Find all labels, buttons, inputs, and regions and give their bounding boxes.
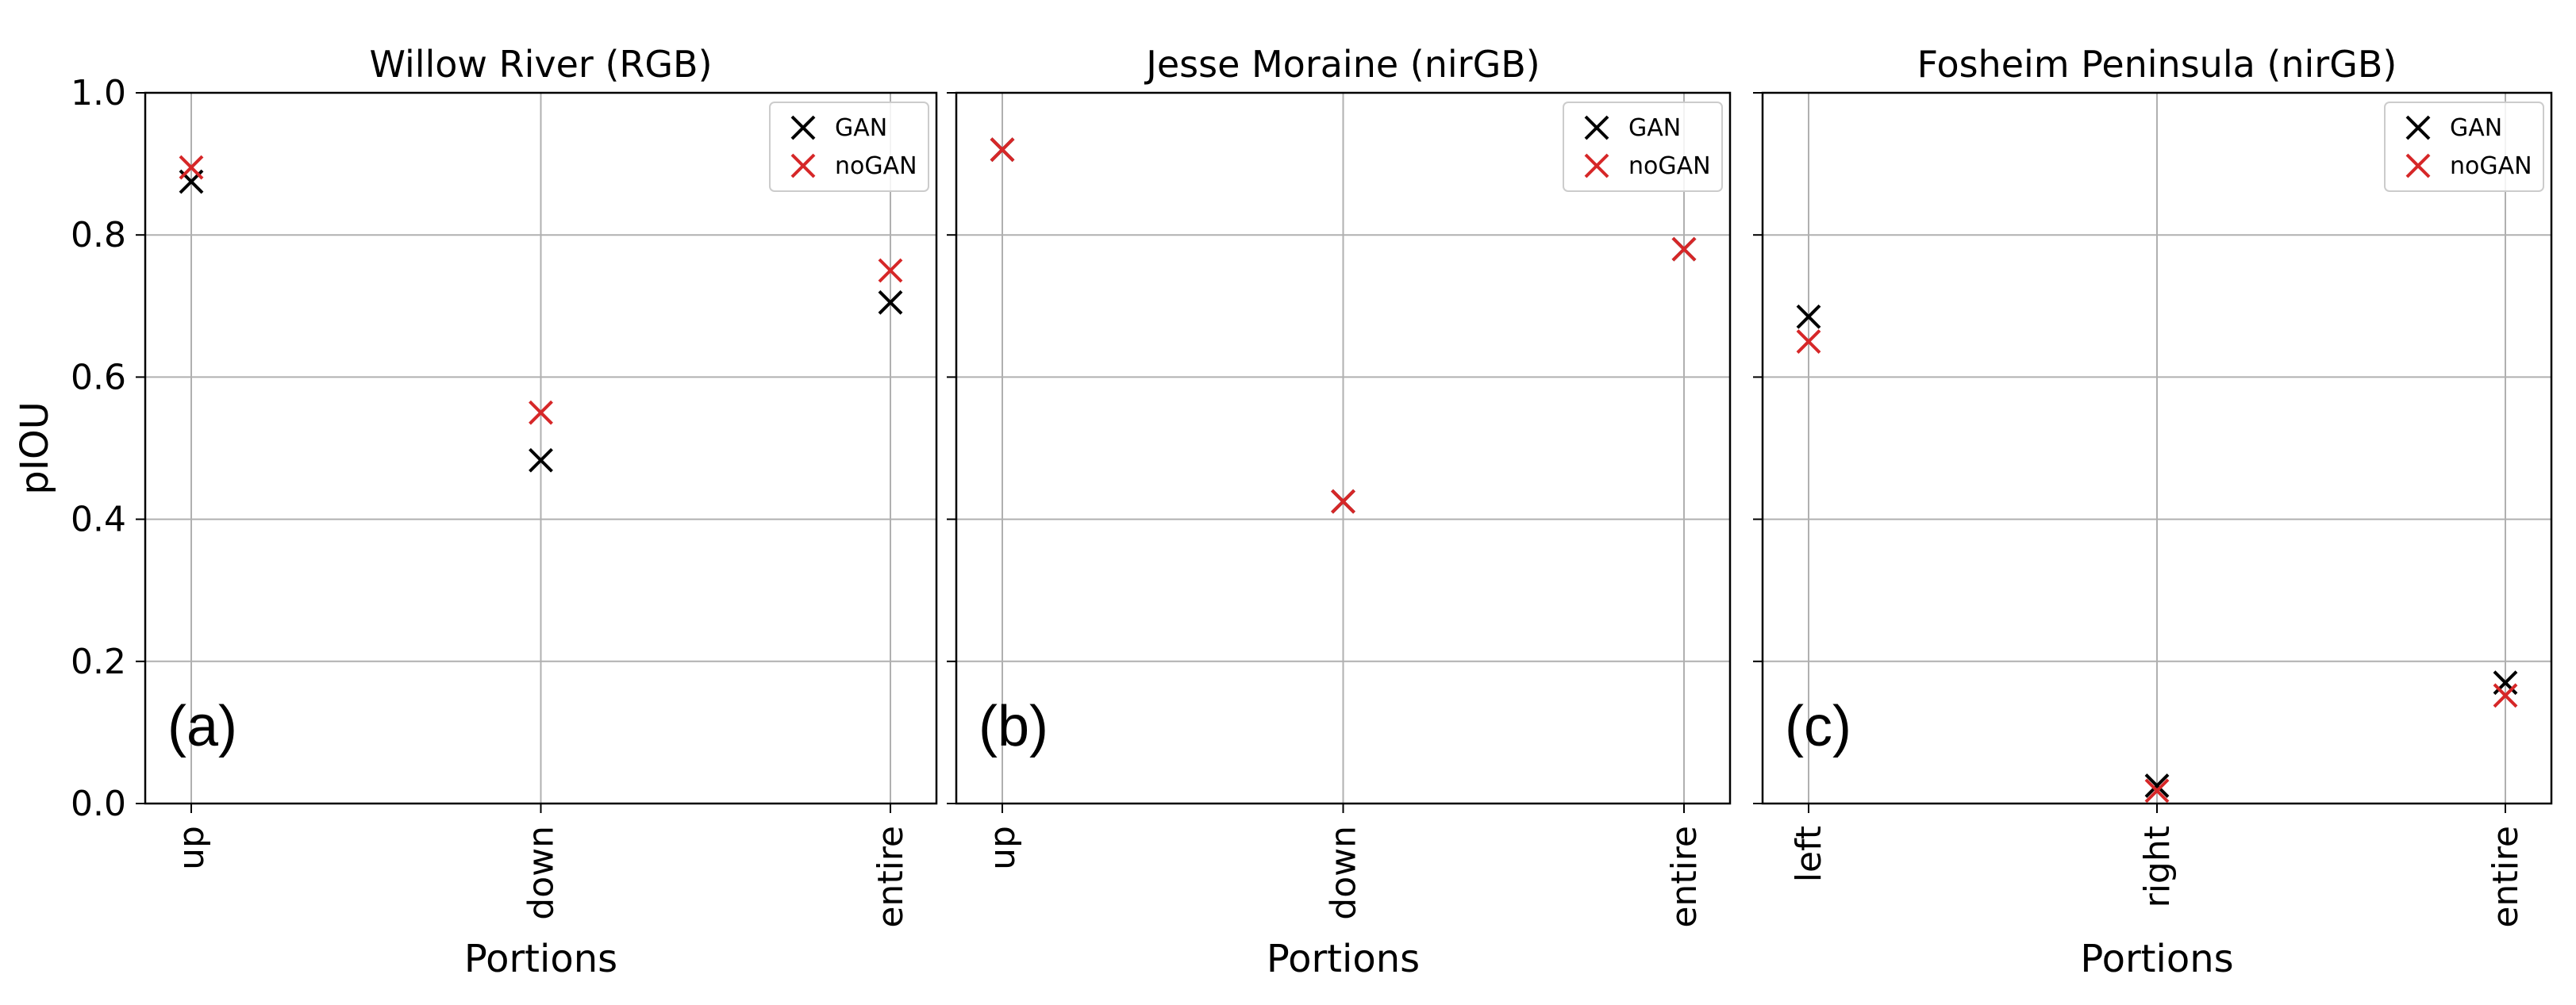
legend-marker-GAN	[790, 115, 816, 140]
legend-marker-noGAN-stroke-2	[2405, 153, 2431, 178]
chart-panel-3: left right entire Fosheim Peninsula (nirGB)…	[1753, 43, 2553, 981]
axes-frame	[955, 91, 1732, 805]
data-point-noGAN	[529, 400, 553, 425]
legend-marker-GAN-stroke-2	[1584, 115, 1609, 140]
panel-title: Jesse Moraine (nirGB)	[1144, 43, 1540, 86]
x-tick-label: down	[1324, 826, 1364, 920]
chart-panel-2: up down entire Jesse Moraine (nirGB) Portion…	[947, 43, 1732, 981]
legend: GAN noGAN	[1563, 102, 1723, 192]
data-point-noGAN	[2493, 683, 2518, 708]
y-tick-label: 0.0	[71, 784, 126, 824]
data-point-noGAN-stroke-2	[990, 137, 1015, 163]
series-noGAN	[990, 137, 1697, 514]
data-point-noGAN-stroke-2	[1671, 236, 1697, 262]
x-tick-label: down	[521, 826, 562, 920]
data-point-noGAN	[990, 137, 1015, 163]
x-tick-label: entire	[871, 826, 911, 928]
legend-label: noGAN	[2450, 152, 2532, 180]
axes-frame	[144, 91, 938, 805]
legend: GAN noGAN	[2384, 102, 2544, 192]
data-point-noGAN-stroke-2	[878, 258, 903, 283]
legend-marker-noGAN-stroke-2	[790, 153, 816, 178]
data-point-noGAN	[1671, 236, 1697, 262]
chart-panel-1: 0.0 0.2 0.4 0.6 0.8 1.0 up down entire Willow Riv…	[13, 43, 938, 981]
data-point-GAN-stroke-2	[529, 447, 553, 473]
panel-tag: (a)	[167, 695, 237, 758]
grid	[956, 93, 1730, 804]
legend-marker-GAN-stroke-2	[2405, 115, 2431, 140]
legend-marker-noGAN-stroke-2	[1584, 153, 1609, 178]
legend-marker-noGAN	[2405, 153, 2431, 178]
data-point-GAN	[1796, 304, 1821, 329]
y-tick-label: 0.8	[71, 215, 126, 255]
x-tick-label: right	[2137, 826, 2178, 907]
legend-box	[1563, 102, 1723, 192]
legend-marker-noGAN	[790, 153, 816, 178]
series-noGAN	[179, 155, 903, 425]
data-point-GAN-stroke-2	[1796, 304, 1821, 329]
legend-label: noGAN	[835, 152, 917, 180]
data-point-noGAN	[1331, 489, 1355, 514]
legend-label: GAN	[1628, 114, 1681, 142]
legend-marker-GAN-stroke-2	[790, 115, 816, 140]
panel-title: Fosheim Peninsula (nirGB)	[1917, 43, 2397, 86]
grid	[1763, 93, 2551, 804]
x-axis-title: Portions	[2080, 937, 2233, 981]
y-tick-label: 1.0	[71, 73, 126, 113]
x-tick-label: up	[171, 826, 212, 870]
legend-marker-GAN	[1584, 115, 1609, 140]
data-point-noGAN	[179, 155, 204, 180]
x-tick-label: up	[982, 826, 1023, 870]
x-tick-label: entire	[2486, 826, 2526, 928]
data-point-noGAN-stroke-2	[1796, 329, 1821, 355]
data-point-noGAN-stroke-2	[529, 400, 553, 425]
grid	[145, 93, 936, 804]
x-tick-label: entire	[1664, 826, 1705, 928]
y-tick-label: 0.4	[71, 500, 126, 540]
x-axis-title: Portions	[464, 937, 617, 981]
y-tick-label: 0.6	[71, 357, 126, 397]
data-point-noGAN-stroke-2	[2493, 683, 2518, 708]
legend-box	[2384, 102, 2544, 192]
data-point-GAN-stroke-2	[2144, 773, 2170, 799]
legend-label: noGAN	[1628, 152, 1711, 180]
data-point-noGAN-stroke-2	[2144, 778, 2170, 804]
legend-marker-GAN	[2405, 115, 2431, 140]
y-axis-title: pIOU	[13, 401, 57, 495]
panel-title: Willow River (RGB)	[369, 43, 712, 86]
x-tick-label: left	[1789, 826, 1829, 882]
data-point-GAN-stroke-2	[878, 290, 903, 315]
data-point-noGAN-stroke-2	[1331, 489, 1355, 514]
y-tick-label: 0.2	[71, 642, 126, 682]
data-point-GAN	[878, 290, 903, 315]
legend-marker-noGAN	[1584, 153, 1609, 178]
axes-frame	[1761, 91, 2553, 805]
data-point-GAN	[2144, 773, 2170, 799]
data-point-noGAN	[2144, 778, 2170, 804]
data-point-noGAN	[878, 258, 903, 283]
panel-tag: (b)	[978, 695, 1048, 758]
data-point-noGAN	[1796, 329, 1821, 355]
panel-tag: (c)	[1785, 695, 1851, 758]
legend-box	[769, 102, 929, 192]
legend-label: GAN	[835, 114, 887, 142]
data-point-GAN	[529, 447, 553, 473]
legend: GAN noGAN	[769, 102, 929, 192]
series-noGAN	[1796, 329, 2518, 804]
legend-label: GAN	[2450, 114, 2502, 142]
data-point-noGAN-stroke-2	[179, 155, 204, 180]
x-axis-title: Portions	[1267, 937, 1420, 981]
